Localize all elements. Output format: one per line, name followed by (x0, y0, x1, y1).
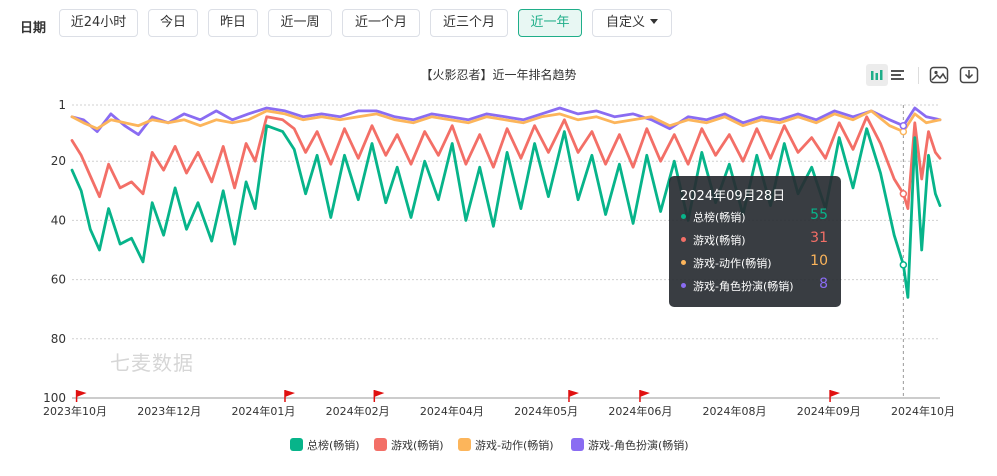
tooltip-series-value: 8 (819, 276, 828, 292)
x-tick-label: 2024年04月 (420, 404, 484, 418)
toolbar-divider (918, 67, 919, 84)
x-tick-label: 2024年06月 (608, 404, 672, 418)
flag-icon (639, 390, 650, 402)
chart-tooltip: 2024年09月28日 总榜(畅销) 55 游戏(畅销) 31 游戏-动作(畅销… (669, 176, 841, 307)
watermark: 七麦数据 (110, 351, 194, 375)
y-tick-label: 20 (51, 154, 66, 168)
chart-legend: 总榜(畅销) 游戏(畅销) 游戏-动作(畅销) 游戏-角色扮演(畅销) (0, 438, 997, 454)
x-tick-label: 2024年02月 (326, 404, 390, 418)
flag-shape (76, 390, 87, 397)
tooltip-series-name: 总榜(畅销) (693, 211, 746, 224)
y-tick-label: 80 (51, 332, 66, 346)
image-icon (929, 66, 949, 84)
tooltip-series-name: 游戏-角色扮演(畅销) (693, 280, 794, 293)
flag-icon (829, 390, 841, 402)
bar-chart-toggle[interactable] (866, 64, 888, 86)
legend-item[interactable]: 总榜(畅销) (290, 438, 360, 453)
list-icon (891, 70, 904, 80)
download-icon (959, 66, 979, 84)
series-line (70, 115, 942, 211)
flag-icon (284, 390, 295, 402)
save-image-button[interactable] (928, 64, 950, 86)
series-dot-icon (681, 283, 686, 288)
date-filter-bar: 日期 近24小时 今日 昨日 近一周 近一个月 近三个月 近一年 自定义 (0, 9, 997, 39)
filter-today-button[interactable]: 今日 (148, 9, 198, 37)
tooltip-series-name: 游戏(畅销) (693, 234, 746, 247)
filter-custom-label: 自定义 (605, 15, 645, 30)
filter-custom-dropdown[interactable]: 自定义 (592, 9, 672, 37)
y-tick-label: 100 (43, 391, 66, 405)
tooltip-series-name: 游戏-动作(畅销) (693, 257, 772, 270)
flag-icon (75, 390, 87, 402)
series-dot-icon (681, 237, 686, 242)
flag-shape (639, 390, 650, 397)
x-tick-label: 2024年10月 (891, 404, 955, 418)
filter-last-year-button[interactable]: 近一年 (518, 9, 582, 37)
chart-title: 【火影忍者】近一年排名趋势 (420, 68, 577, 82)
hover-point (899, 261, 908, 269)
legend-swatch (290, 438, 303, 451)
filter-last-24h-button[interactable]: 近24小时 (59, 9, 138, 37)
legend-swatch (374, 438, 387, 451)
legend-swatch (571, 438, 584, 451)
flag-shape (830, 390, 841, 397)
tooltip-row: 游戏-角色扮演(畅销) 8 (669, 276, 841, 294)
hover-point (899, 121, 908, 130)
legend-label: 游戏-角色扮演(畅销) (588, 439, 689, 452)
legend-label: 游戏-动作(畅销) (475, 439, 554, 452)
bar-chart-icon (871, 70, 883, 80)
series-dot-icon (681, 214, 686, 219)
filter-last-3-months-button[interactable]: 近三个月 (430, 9, 508, 37)
x-tick-label: 2023年12月 (137, 404, 201, 418)
legend-item[interactable]: 游戏-动作(畅销) (458, 438, 554, 453)
tooltip-series-value: 31 (810, 230, 828, 246)
legend-label: 总榜(畅销) (307, 439, 360, 452)
legend-item[interactable]: 游戏-角色扮演(畅销) (571, 438, 689, 453)
legend-label: 游戏(畅销) (391, 439, 444, 452)
series-dot-icon (681, 260, 686, 265)
flag-icon (373, 390, 385, 402)
x-tick-label: 2024年01月 (231, 404, 295, 418)
chevron-down-icon (650, 19, 658, 24)
flag-shape (284, 390, 295, 397)
tooltip-row: 总榜(畅销) 55 (669, 207, 841, 225)
tooltip-row: 游戏(畅销) 31 (669, 230, 841, 248)
date-filter-label: 日期 (20, 21, 47, 36)
y-tick-label: 60 (51, 273, 66, 287)
tooltip-date: 2024年09月28日 (680, 189, 786, 204)
y-tick-label: 1 (58, 98, 66, 112)
flag-shape (374, 390, 385, 397)
hover-point (899, 190, 908, 198)
legend-swatch (458, 438, 471, 451)
x-tick-label: 2023年10月 (43, 404, 107, 418)
series-line (70, 106, 942, 137)
tooltip-series-value: 55 (810, 207, 828, 223)
series-line (70, 109, 942, 134)
filter-yesterday-button[interactable]: 昨日 (208, 9, 258, 37)
hover-point (899, 127, 908, 136)
y-tick-label: 40 (51, 213, 66, 227)
flag-shape (568, 390, 579, 397)
legend-item[interactable]: 游戏(畅销) (374, 438, 444, 453)
filter-last-month-button[interactable]: 近一个月 (342, 9, 420, 37)
tooltip-series-value: 10 (810, 253, 828, 269)
list-view-toggle[interactable] (887, 64, 909, 86)
download-button[interactable] (958, 64, 980, 86)
filter-last-week-button[interactable]: 近一周 (268, 9, 332, 37)
flag-icon (568, 390, 579, 402)
tooltip-row: 游戏-动作(畅销) 10 (669, 253, 841, 271)
x-tick-label: 2024年05月 (514, 404, 578, 418)
x-tick-label: 2024年08月 (703, 404, 767, 418)
x-tick-label: 2024年09月 (797, 404, 861, 418)
